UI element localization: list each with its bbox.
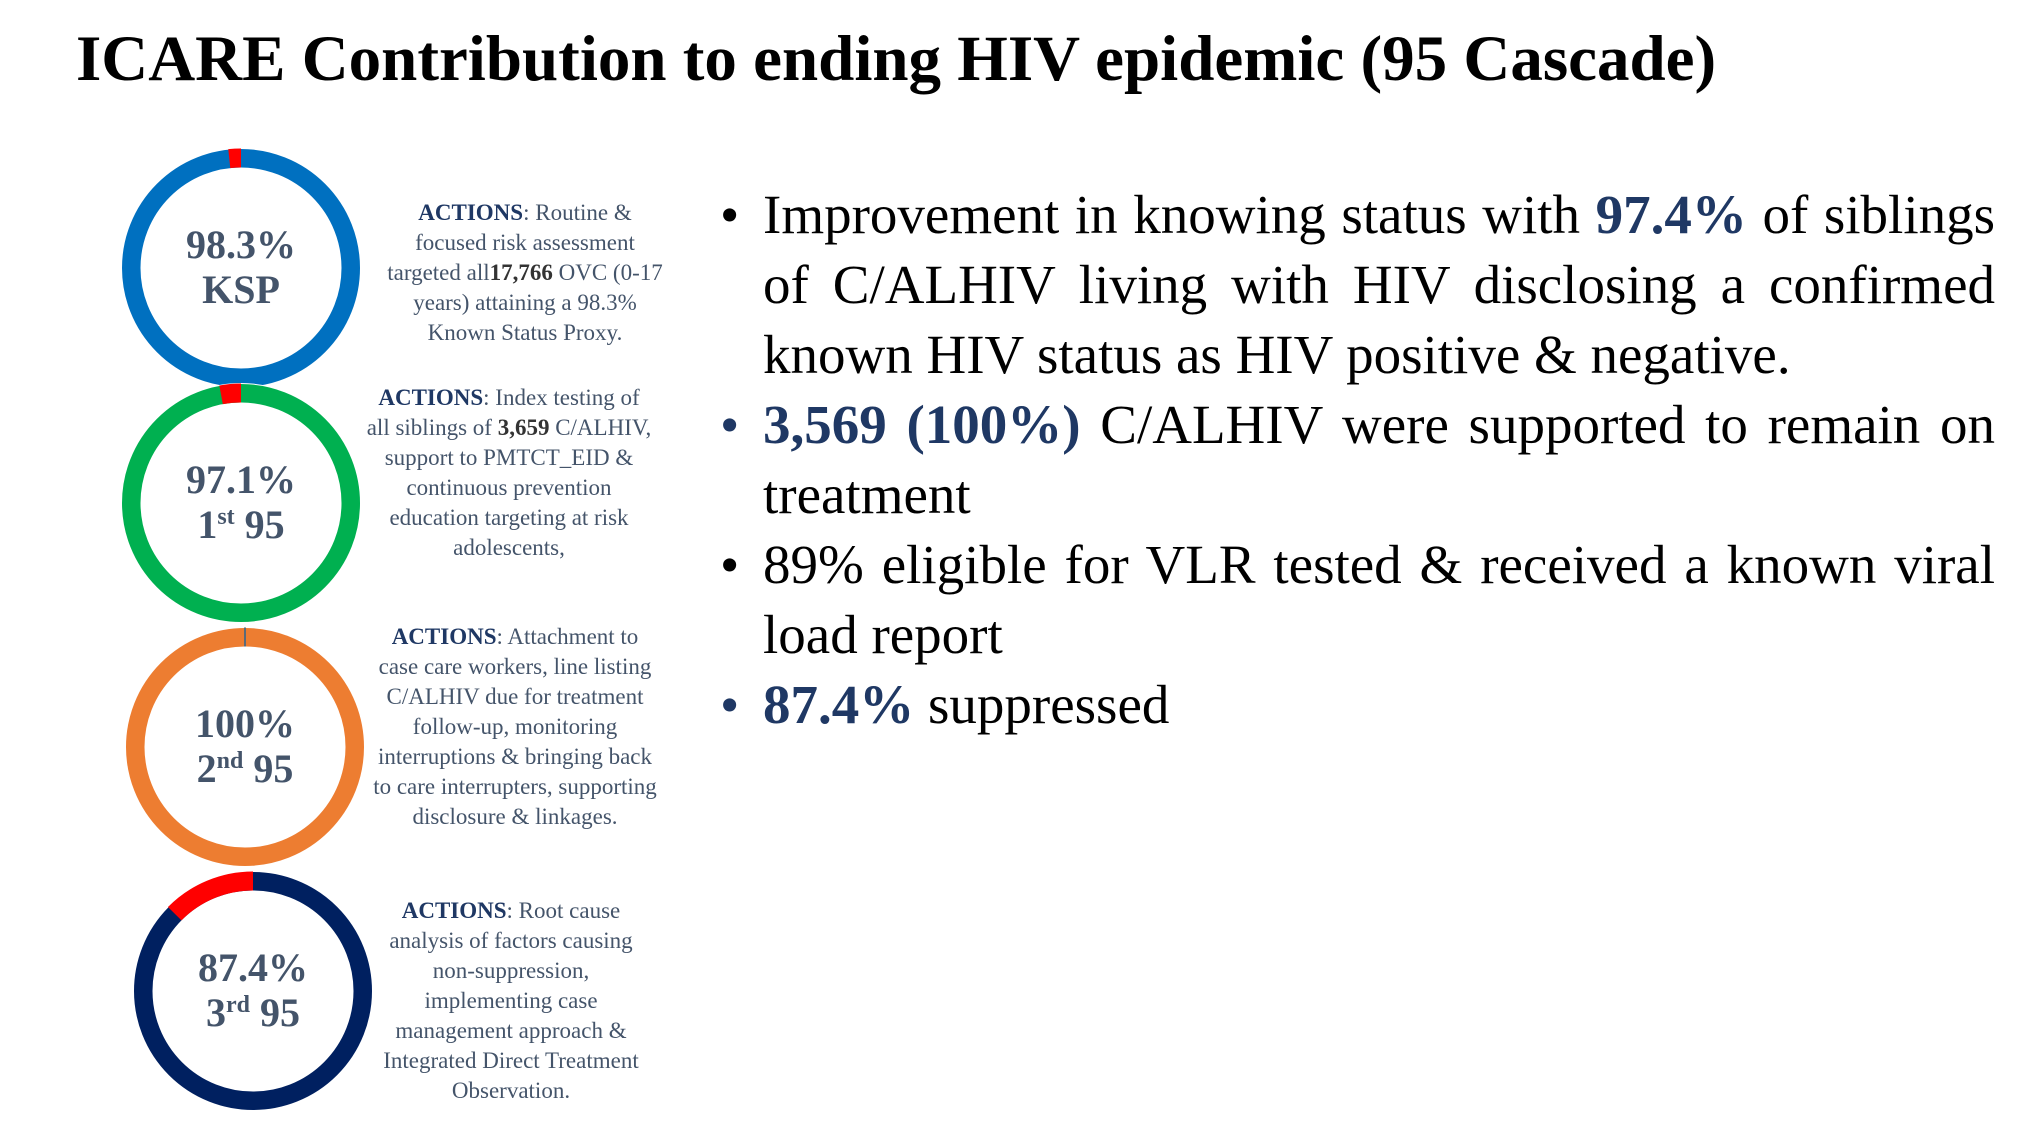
first-95-actions-text: ACTIONS: Index testing of all siblings o… (366, 385, 652, 560)
second-95-donut-label: 100% 2nd 95 (120, 622, 370, 872)
finding-viral-load: • 89% eligible for VLR tested & received … (720, 530, 1995, 670)
second-95-donut: 100% 2nd 95 (120, 622, 370, 872)
ksp-actions-text: ACTIONS: Routine & focused risk assessme… (387, 200, 663, 345)
finding-knowing-status: • Improvement in knowing status with 97.4… (720, 180, 1995, 390)
first-95-donut: 97.1% 1st 95 (116, 378, 366, 628)
finding-on-treatment: • 3,569 (100%) C/ALHIV were supported to … (720, 390, 1995, 530)
third-95-donut-label: 87.4% 3rd 95 (128, 866, 378, 1116)
findings-list: • Improvement in knowing status with 97.4… (720, 180, 1995, 740)
first-95-donut-svg (121, 383, 361, 623)
third-95-donut-svg (133, 871, 373, 1111)
second-95-actions-text: ACTIONS: Attachment to case care workers… (373, 624, 657, 829)
ksp-donut: 98.3% KSP (116, 143, 366, 393)
donut-segment-gap (167, 871, 254, 921)
bullet-icon: • (720, 184, 740, 245)
second-95-percent-label: 100% (195, 701, 295, 747)
bullet-icon: • (720, 394, 740, 455)
slide-title: ICARE Contribution to ending HIV epidemi… (76, 23, 1717, 95)
bullet-icon: • (720, 674, 740, 735)
first-95-percent-label: 97.1% (186, 457, 296, 503)
bullet-icon: • (720, 534, 740, 595)
third-95-name-label: 3rd 95 (206, 990, 300, 1035)
donut-segment-gap (219, 383, 242, 405)
second-95-name-label: 2nd 95 (196, 746, 294, 791)
actions-keyword: ACTIONS (378, 385, 484, 410)
ksp-donut-label: 98.3% KSP (116, 143, 366, 393)
actions-keyword: ACTIONS (401, 898, 507, 923)
finding-suppressed: • 87.4% suppressed (720, 670, 1995, 740)
donut-segment-gap (228, 148, 242, 169)
second-95-donut-svg (125, 627, 365, 867)
third-95-donut: 87.4% 3rd 95 (128, 866, 378, 1116)
actions-keyword: ACTIONS (391, 624, 497, 649)
third-95-percent-label: 87.4% (198, 945, 308, 991)
first-95-donut-label: 97.1% 1st 95 (116, 378, 366, 628)
third-95-actions-text: ACTIONS: Root cause analysis of factors … (383, 898, 639, 1103)
ksp-percent-label: 98.3% (186, 222, 296, 268)
donut-outer-edge (133, 871, 373, 1111)
first-95-name-label: 1st 95 (197, 502, 285, 547)
actions-keyword: ACTIONS (418, 200, 524, 225)
ksp-name-label: KSP (202, 267, 280, 312)
